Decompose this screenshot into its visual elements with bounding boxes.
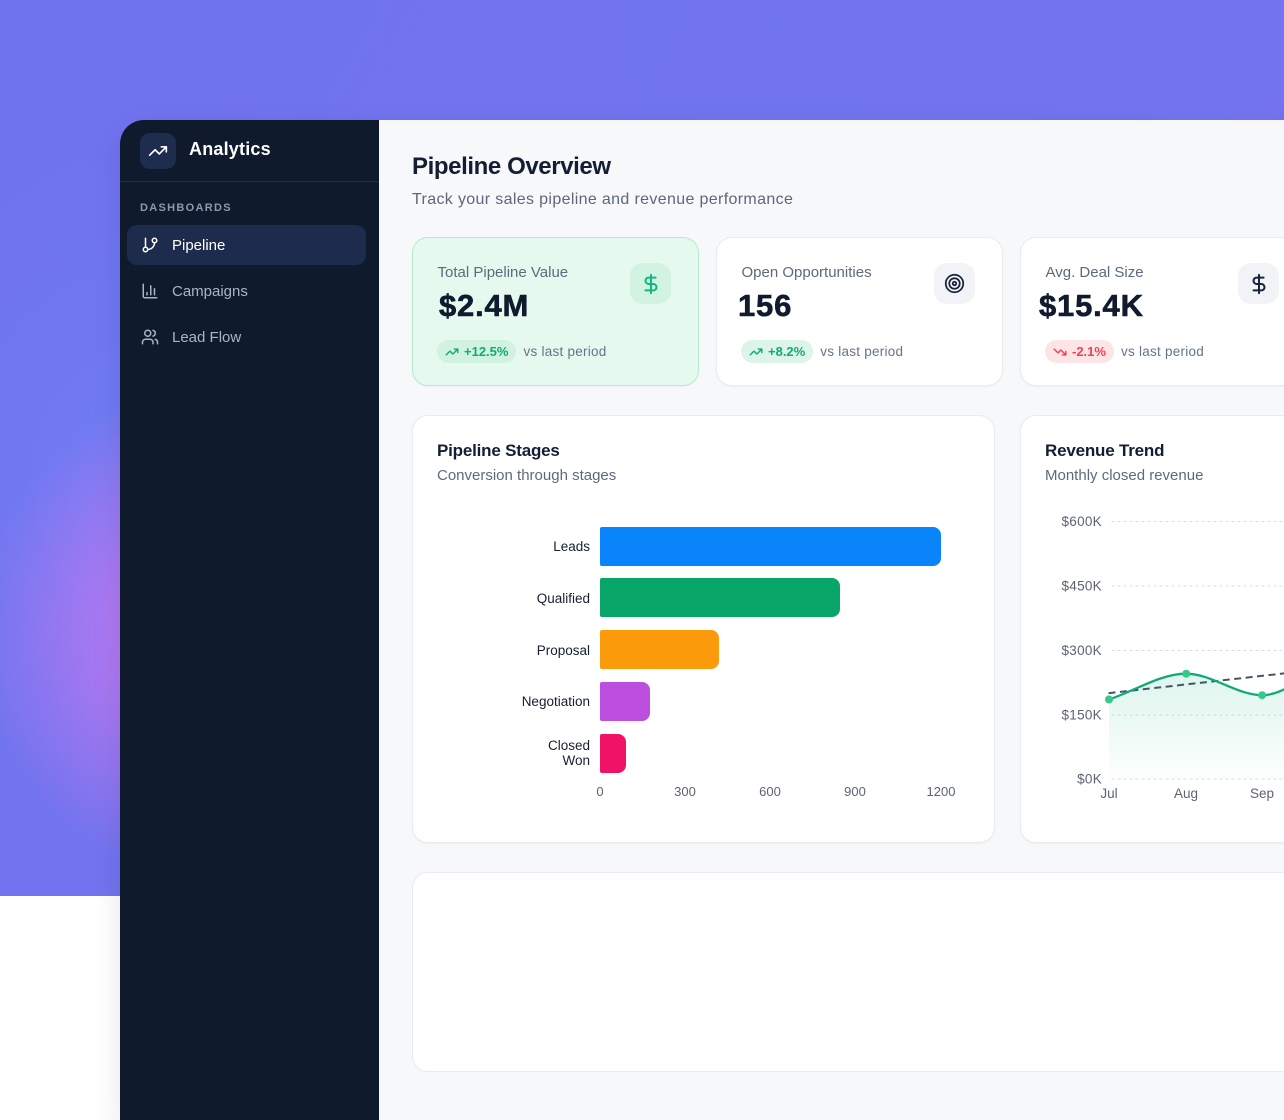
- svg-text:Sep: Sep: [1250, 786, 1274, 801]
- svg-text:$150K: $150K: [1061, 708, 1102, 723]
- svg-text:$0K: $0K: [1077, 772, 1102, 787]
- svg-text:Jul: Jul: [1100, 786, 1117, 801]
- svg-text:$300K: $300K: [1061, 643, 1102, 658]
- svg-text:$450K: $450K: [1061, 579, 1102, 594]
- svg-text:Aug: Aug: [1174, 786, 1198, 801]
- svg-text:$600K: $600K: [1061, 514, 1102, 529]
